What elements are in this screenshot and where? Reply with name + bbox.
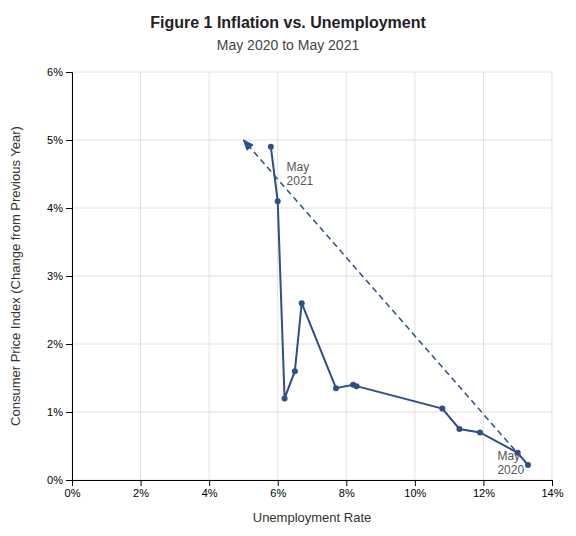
annotations: May2021 May2020 — [287, 160, 525, 477]
point — [299, 300, 305, 306]
tick-mark — [415, 480, 416, 486]
tick: 2% — [133, 480, 149, 499]
point — [333, 385, 339, 391]
tick-label: 8% — [339, 487, 355, 499]
tick: 4% — [202, 480, 218, 499]
tick-mark — [209, 480, 210, 486]
tick-mark — [483, 480, 484, 486]
point — [456, 426, 462, 432]
title: Figure 1 Inflation vs. Unemployment — [150, 14, 426, 31]
tick-mark — [66, 276, 72, 277]
tick-mark — [346, 480, 347, 486]
point — [275, 198, 281, 204]
axis-line — [73, 481, 553, 487]
tick-label: 3% — [47, 270, 63, 282]
tick-label: 6% — [47, 66, 63, 78]
tick: 0% — [65, 480, 81, 499]
tick: 1% — [47, 406, 72, 418]
tick-label: 2% — [47, 338, 63, 350]
grid-line — [72, 344, 552, 345]
line — [271, 147, 528, 465]
tick-label: 4% — [202, 487, 218, 499]
grid-line — [72, 72, 552, 73]
tick-mark — [278, 480, 279, 486]
tick: 5% — [47, 134, 72, 146]
tick: 0% — [47, 474, 72, 486]
tick-mark — [66, 140, 72, 141]
chart: 0%2%4%6%8%10%12%14%0%1%2%3%4%5%6%May2021… — [0, 0, 576, 536]
subtitle: May 2020 to May 2021 — [217, 37, 360, 53]
tick: 6% — [270, 480, 286, 499]
tick-label: 0% — [65, 487, 81, 499]
tick-label: 6% — [270, 487, 286, 499]
point — [439, 406, 445, 412]
point — [477, 429, 483, 435]
tick: 2% — [47, 338, 72, 350]
tick: 6% — [47, 66, 72, 78]
tick-mark — [141, 480, 142, 486]
annotation: May2021 — [287, 160, 314, 188]
x-axis: 0% 2% 4% 6% 8% 10% 12% 14% — [65, 480, 564, 499]
tick-mark — [66, 208, 72, 209]
marks — [243, 140, 531, 468]
grid-line — [72, 412, 552, 413]
tick-mark — [552, 480, 553, 486]
tick-mark — [66, 344, 72, 345]
tick: 12% — [473, 480, 495, 499]
tick-mark — [66, 72, 72, 73]
tick: 3% — [47, 270, 72, 282]
grid-line — [72, 140, 552, 141]
tick-mark — [66, 412, 72, 413]
tick-label: 14% — [541, 487, 563, 499]
y-axis-title: Consumer Price Index (Change from Previo… — [8, 126, 23, 426]
tick-label: 10% — [404, 487, 426, 499]
line — [243, 140, 528, 465]
axis-line — [66, 73, 73, 481]
tick-label: 0% — [47, 474, 63, 486]
tick: 14% — [541, 480, 563, 499]
annotation: May2020 — [497, 449, 524, 477]
arrow-head — [243, 140, 253, 150]
point — [268, 144, 274, 150]
point — [282, 395, 288, 401]
tick-mark — [66, 480, 72, 481]
tick-label: 1% — [47, 406, 63, 418]
grid-line — [72, 276, 552, 277]
tick-label: 2% — [133, 487, 149, 499]
tick-label: 4% — [47, 202, 63, 214]
x-axis-title: Unemployment Rate — [253, 510, 372, 525]
grid — [72, 72, 552, 480]
tick-label: 5% — [47, 134, 63, 146]
tick-label: 12% — [473, 487, 495, 499]
tick: 8% — [339, 480, 355, 499]
y-axis: 0% 1% 2% 3% 4% 5% 6% — [47, 66, 72, 486]
tick: 10% — [404, 480, 426, 499]
tick: 4% — [47, 202, 72, 214]
plot-area: 0%2%4%6%8%10%12%14%0%1%2%3%4%5%6%May2021… — [47, 66, 564, 499]
point — [350, 382, 356, 388]
point — [292, 368, 298, 374]
grid-line — [72, 208, 552, 209]
